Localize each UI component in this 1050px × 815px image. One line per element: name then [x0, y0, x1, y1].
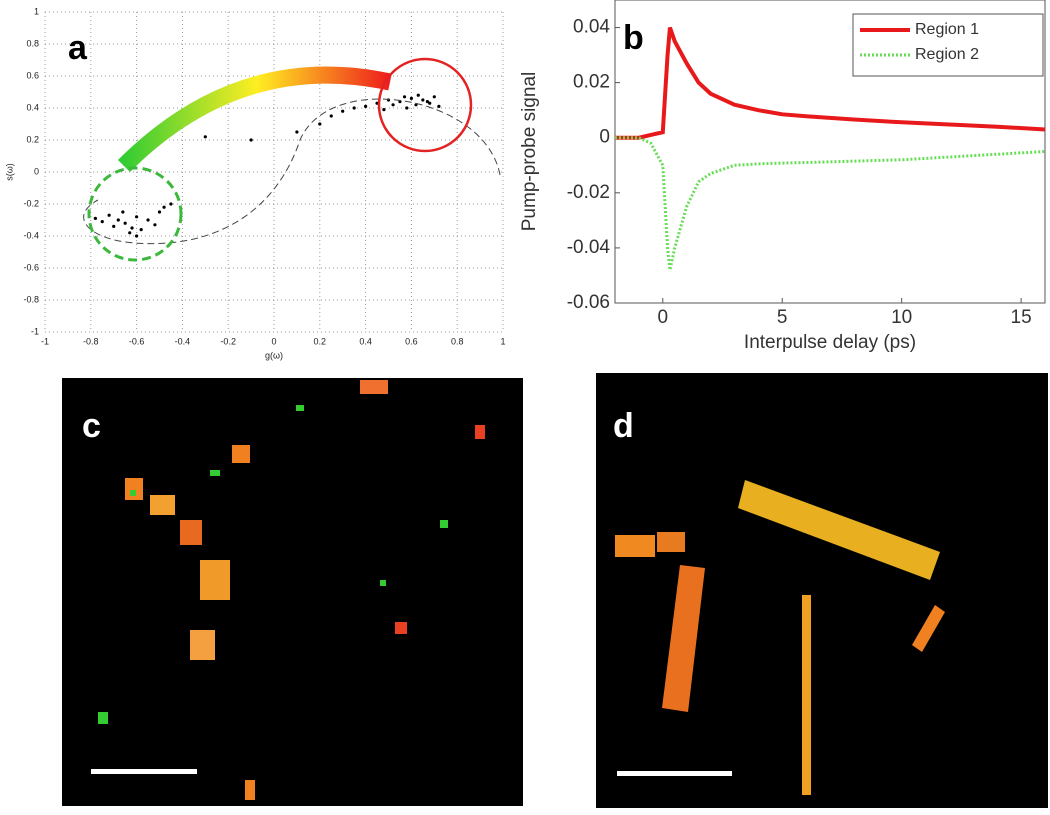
point [128, 231, 132, 235]
point [130, 226, 134, 230]
point [162, 205, 166, 209]
point [329, 114, 333, 118]
y-tick-label: 0.2 [26, 134, 39, 144]
point [352, 106, 356, 110]
point [437, 104, 441, 108]
point [364, 104, 368, 108]
x-tick-label: 0.8 [451, 336, 464, 346]
y-tick-label: -0.06 [567, 292, 610, 313]
y-tick-label: -1 [31, 326, 39, 336]
y-tick-label: 0.4 [26, 102, 39, 112]
y-tick-label: 0 [34, 166, 39, 176]
y-tick-label: -0.6 [23, 262, 39, 272]
y-tick-label: 0 [599, 127, 610, 148]
x-tick-label: -0.6 [129, 336, 145, 346]
x-tick-label: -0.8 [83, 336, 99, 346]
x-tick-label: 5 [777, 307, 788, 328]
y-tick-label: -0.8 [23, 294, 39, 304]
trajectory-arrow [117, 66, 392, 173]
point [123, 221, 127, 225]
point [432, 95, 436, 99]
scale-bar [91, 769, 197, 774]
image-d-features [615, 480, 945, 795]
point [203, 135, 207, 139]
point [169, 202, 173, 206]
legend-label: Region 1 [915, 21, 979, 38]
y-tick-label: -0.04 [567, 237, 611, 258]
point [391, 103, 395, 107]
series-line [615, 136, 1046, 271]
point [157, 210, 162, 214]
y-tick-label: 0.6 [26, 70, 39, 80]
x-tick-label: -1 [41, 336, 49, 346]
image-c-features [98, 380, 485, 800]
point [341, 109, 345, 113]
point [146, 218, 150, 222]
series-line [615, 26, 1046, 140]
y-axis-label: Pump-probe signal [519, 72, 540, 231]
x-tick-label: 15 [1011, 307, 1032, 328]
point [428, 101, 432, 105]
point [295, 130, 299, 134]
point [135, 234, 139, 238]
point [112, 224, 116, 228]
point [409, 96, 413, 100]
point [416, 93, 420, 97]
x-tick-label: 0.6 [405, 336, 418, 346]
x-tick-label: -0.2 [220, 336, 236, 346]
y-tick-label: 0.02 [573, 72, 610, 93]
point [382, 108, 386, 112]
y-tick-label: -0.4 [23, 230, 39, 240]
legend-box [852, 13, 1044, 77]
x-tick-label: -0.4 [175, 336, 191, 346]
region1-circle [377, 57, 473, 153]
y-tick-label: -0.02 [567, 182, 610, 203]
point [405, 106, 409, 110]
y-tick-label: 0.8 [26, 38, 39, 48]
y-tick-label: -0.2 [23, 198, 39, 208]
point [421, 98, 425, 102]
point [93, 216, 97, 220]
point [107, 213, 111, 217]
x-axis-label: Interpulse delay (ps) [744, 332, 916, 353]
x-tick-label: 0 [271, 336, 276, 346]
point [318, 122, 322, 126]
scale-bar [617, 771, 732, 776]
panel-label: d [613, 407, 634, 445]
x-tick-label: 0 [657, 307, 668, 328]
y-tick-label: 0.04 [573, 17, 610, 38]
panel-label: c [82, 407, 101, 445]
x-tick-label: 0.2 [314, 336, 327, 346]
panel-label: a [68, 29, 88, 67]
point [135, 215, 139, 219]
point [249, 138, 253, 142]
x-tick-label: 10 [891, 307, 912, 328]
legend-label: Region 2 [915, 46, 979, 63]
point [153, 223, 157, 227]
point [402, 95, 407, 99]
image-c [62, 378, 523, 806]
point [398, 100, 402, 104]
y-axis-label: s(ω) [4, 163, 14, 181]
plot-frame [614, 0, 1046, 304]
x-tick-label: 1 [500, 336, 505, 346]
point [425, 100, 430, 104]
image-d [596, 373, 1048, 808]
x-axis-label: g(ω) [265, 350, 283, 360]
point [116, 218, 120, 222]
x-tick-label: 0.4 [359, 336, 372, 346]
reference-curve [83, 98, 501, 245]
point [139, 228, 143, 232]
point [100, 220, 104, 224]
panel-label: b [623, 19, 644, 57]
region2-circle [87, 166, 183, 262]
point [121, 210, 125, 214]
y-tick-label: 1 [34, 6, 39, 16]
